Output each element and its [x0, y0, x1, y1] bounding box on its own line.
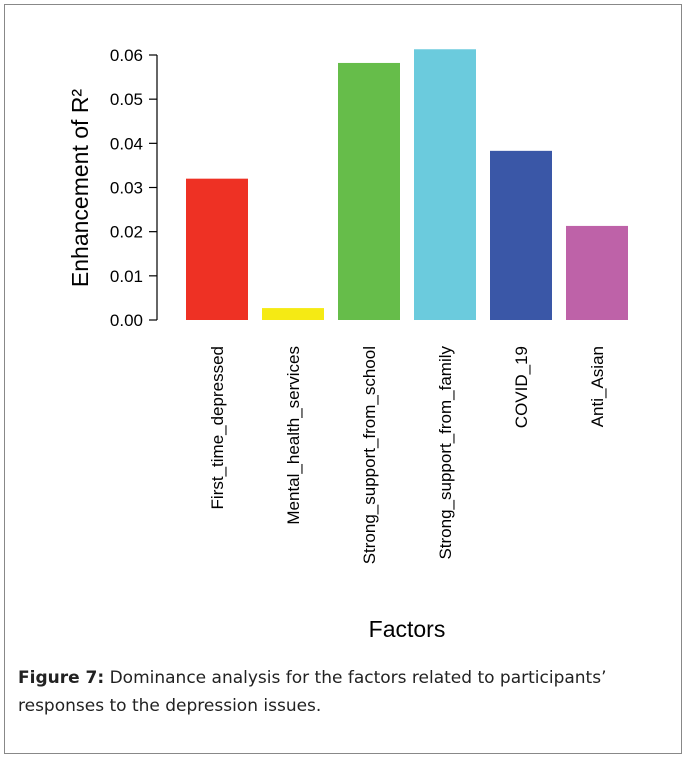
x-axis-label: Factors: [369, 616, 446, 642]
y-tick-label: 0.03: [110, 179, 143, 198]
caption: Figure 7: Dominance analysis for the fac…: [18, 664, 668, 720]
x-tick-label: First_time_depressed: [208, 346, 227, 509]
x-tick-label: Strong_support_from_school: [360, 346, 379, 564]
x-tick-label: COVID_19: [512, 346, 531, 428]
bar: [338, 62, 400, 320]
caption-label: Figure 7:: [18, 668, 105, 688]
y-tick-label: 0.00: [110, 311, 143, 330]
y-tick-label: 0.04: [110, 134, 143, 153]
y-tick-label: 0.01: [110, 267, 143, 286]
bar: [186, 178, 248, 320]
bar: [490, 150, 552, 320]
y-tick-label: 0.05: [110, 90, 143, 109]
bar: [262, 308, 324, 320]
x-tick-label: Anti_Asian: [588, 346, 607, 427]
x-tick-label: Mental_health_services: [284, 346, 303, 525]
frame: [4, 4, 682, 754]
y-tick-label: 0.06: [110, 46, 143, 65]
bar: [414, 49, 476, 321]
y-axis-label: Enhancement of R²: [67, 89, 93, 288]
y-tick-label: 0.02: [110, 223, 143, 242]
caption-text: Dominance analysis for the factors relat…: [18, 668, 607, 716]
x-tick-label: Strong_support_from_family: [436, 346, 455, 560]
bar: [566, 225, 628, 320]
